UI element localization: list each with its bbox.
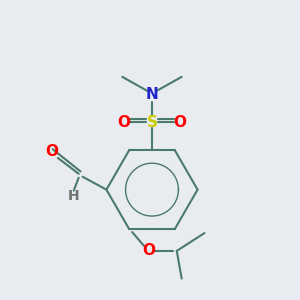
Text: O: O [45,145,58,160]
Text: O: O [118,115,131,130]
Text: N: N [146,87,158,102]
Text: O: O [173,115,186,130]
Text: S: S [146,115,158,130]
Text: O: O [142,243,155,258]
Text: H: H [68,189,80,202]
